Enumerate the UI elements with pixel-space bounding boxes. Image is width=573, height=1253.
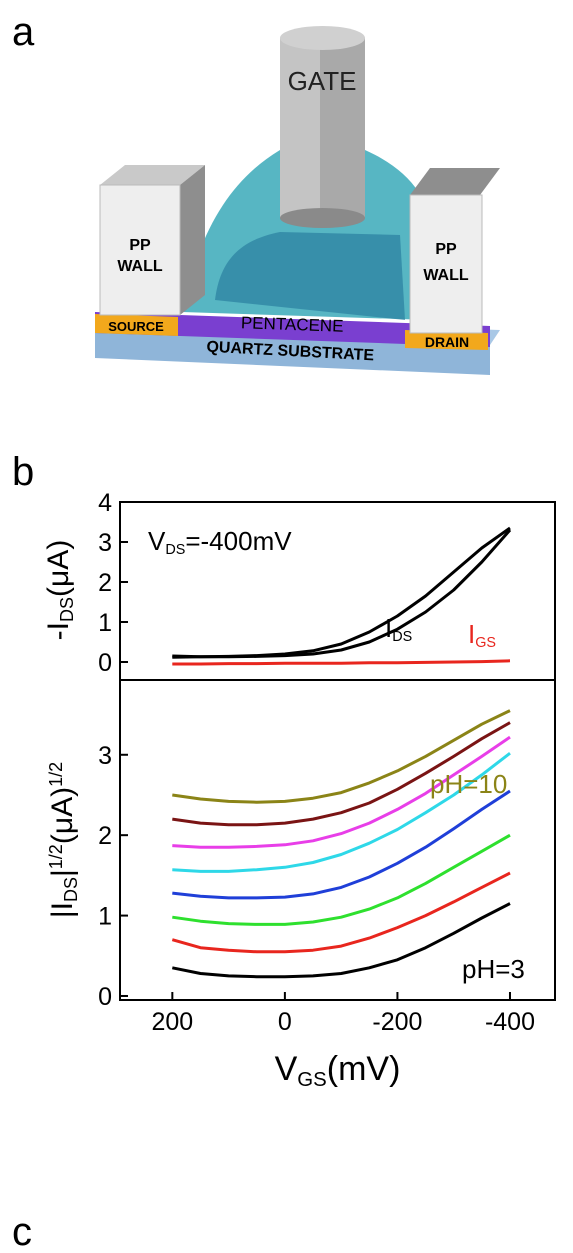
gate-top (280, 26, 365, 50)
panel-label: a (12, 10, 35, 54)
wall-label: PP (129, 237, 151, 254)
x-tick-label: 200 (151, 1008, 193, 1036)
y-axis-label-part: | (46, 869, 79, 877)
annotation-part: V (148, 526, 166, 556)
data-line (172, 789, 511, 900)
x-axis-label-part: (mV) (327, 1050, 401, 1088)
y-axis-label-part: DS (57, 597, 77, 622)
data-line (172, 752, 511, 873)
y-axis-label-part: 1/2 (46, 844, 66, 869)
annotation: IDS (385, 613, 412, 645)
y-tick-label: 0 (98, 649, 112, 677)
x-tick-label: -400 (485, 1008, 535, 1036)
annotation-part: DS (165, 542, 185, 558)
y-axis-label-part: |I (46, 902, 79, 918)
x-axis-label: VGS(mV) (275, 1050, 401, 1091)
annotation-part: I (468, 619, 475, 649)
panel-label: c (12, 1210, 32, 1253)
plot-frame (119, 679, 556, 1001)
data-line (172, 659, 511, 666)
y-tick-label: 2 (98, 822, 112, 850)
device-diagram: GATE PP WALL PP WALL PENTACENE SOURCE DR… (95, 26, 500, 375)
drain (405, 330, 488, 350)
annotation-part: DS (392, 629, 412, 645)
x-tick-label: 0 (278, 1008, 292, 1036)
data-line (172, 721, 511, 827)
annotation: pH=10 (430, 769, 507, 799)
y-tick-label: 1 (98, 609, 112, 637)
y-tick-label: 0 (98, 983, 112, 1011)
data-line (172, 735, 511, 849)
y-tick-label: 2 (98, 569, 112, 597)
x-axis-label-part: GS (297, 1069, 326, 1091)
y-axis-label: -IDS(μA) (42, 540, 77, 641)
wall-top (410, 168, 500, 195)
wall-label: PP (435, 241, 457, 258)
electrolyte-bottom (215, 232, 405, 320)
wall (99, 184, 181, 316)
source-label: SOURCE (108, 319, 164, 334)
wall-label: WALL (117, 258, 163, 275)
y-tick-label: 1 (98, 903, 112, 931)
y-tick-label: 3 (98, 742, 112, 770)
annotation: pH=3 (462, 954, 525, 984)
annotation-part: pH=3 (462, 954, 525, 984)
source (95, 314, 178, 336)
wall (409, 194, 483, 334)
y-axis-label-part: DS (61, 877, 81, 902)
annotation-part: GS (475, 635, 496, 651)
gate-label: GATE (288, 66, 357, 96)
pentacene-label: PENTACENE (241, 313, 344, 336)
x-axis-label-part: V (275, 1050, 298, 1088)
wall-label: WALL (423, 267, 469, 284)
y-tick-label: 4 (98, 489, 112, 517)
annotation: IGS (468, 619, 496, 651)
gate-highlight (280, 38, 320, 218)
y-axis-label-part: 1/2 (46, 762, 66, 787)
data-line (172, 529, 512, 659)
y-axis-label-part: (μA) (42, 540, 75, 597)
data-line (172, 709, 511, 804)
data-line (172, 833, 511, 926)
annotation-part: I (385, 613, 392, 643)
gate-bottom (280, 208, 365, 228)
data-line (171, 871, 511, 954)
y-axis-label-part: -I (42, 622, 75, 640)
panel-label: b (12, 450, 34, 494)
annotation-part: pH=10 (430, 769, 507, 799)
data-line (172, 902, 511, 979)
wall-side (180, 165, 205, 315)
pentacene-layer (95, 312, 490, 347)
drain-label: DRAIN (425, 334, 469, 350)
y-axis-label: |IDS|1/2(μA)1/2 (46, 762, 81, 918)
x-tick-label: -200 (372, 1008, 422, 1036)
wall-top (100, 165, 205, 185)
annotation-part: =-400mV (185, 526, 292, 556)
y-axis-label-part: (μA) (46, 787, 79, 844)
y-tick-label: 3 (98, 529, 112, 557)
annotation: VDS=-400mV (148, 526, 292, 558)
